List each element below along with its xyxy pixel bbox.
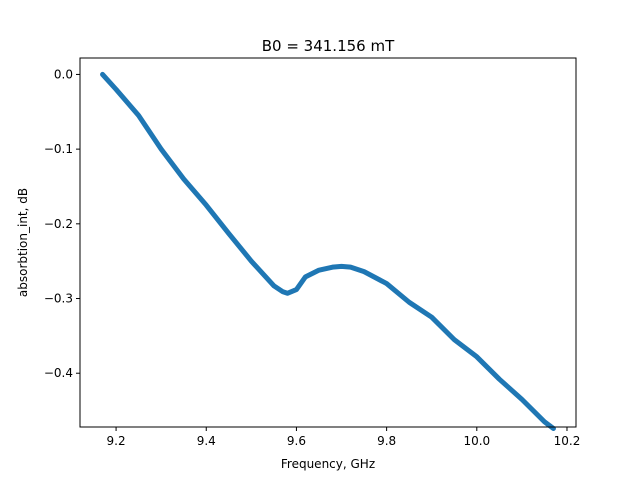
data-point xyxy=(303,275,307,279)
data-point xyxy=(385,282,389,286)
y-tick-label: −0.2 xyxy=(44,217,73,231)
data-point xyxy=(281,290,285,294)
data-point xyxy=(159,147,163,151)
data-point xyxy=(362,270,366,274)
x-tick-label: 9.8 xyxy=(377,434,396,448)
data-point xyxy=(137,114,141,118)
data-point xyxy=(294,288,298,292)
data-point xyxy=(520,397,524,401)
x-tick-label: 10.2 xyxy=(554,434,581,448)
axes-frame xyxy=(79,57,577,428)
data-point xyxy=(430,315,434,319)
data-point xyxy=(317,268,321,272)
data-point xyxy=(249,259,253,263)
x-tick-label: 9.2 xyxy=(107,434,126,448)
y-tick-label: 0.0 xyxy=(54,67,73,81)
y-axis-label: absorbtion_int, dB xyxy=(16,188,30,297)
y-tick-label: −0.4 xyxy=(44,366,73,380)
data-point xyxy=(407,300,411,304)
data-point xyxy=(340,264,344,268)
x-tick-label: 9.6 xyxy=(287,434,306,448)
data-point xyxy=(182,177,186,181)
data-point xyxy=(452,338,456,342)
data-point xyxy=(114,87,118,91)
chart-title: B0 = 341.156 mT xyxy=(262,37,395,55)
plot-area xyxy=(100,71,556,431)
data-point xyxy=(204,203,208,207)
data-point xyxy=(101,72,105,76)
data-point xyxy=(285,291,289,295)
data-point xyxy=(331,265,335,269)
data-point xyxy=(272,284,276,288)
data-point xyxy=(227,232,231,236)
data-point xyxy=(349,265,353,269)
x-tick-label: 9.4 xyxy=(197,434,216,448)
data-point xyxy=(497,377,501,381)
y-tick-label: −0.3 xyxy=(44,292,73,306)
data-point xyxy=(551,426,555,430)
data-point xyxy=(542,420,546,424)
x-axis: 9.2 9.4 9.6 9.8 10.0 10.2 xyxy=(107,427,581,448)
x-tick-label: 10.0 xyxy=(463,434,490,448)
y-tick-label: −0.1 xyxy=(44,142,73,156)
x-axis-label: Frequency, GHz xyxy=(281,457,375,471)
y-axis: 0.0 −0.1 −0.2 −0.3 −0.4 xyxy=(44,67,80,380)
data-point xyxy=(475,355,479,359)
